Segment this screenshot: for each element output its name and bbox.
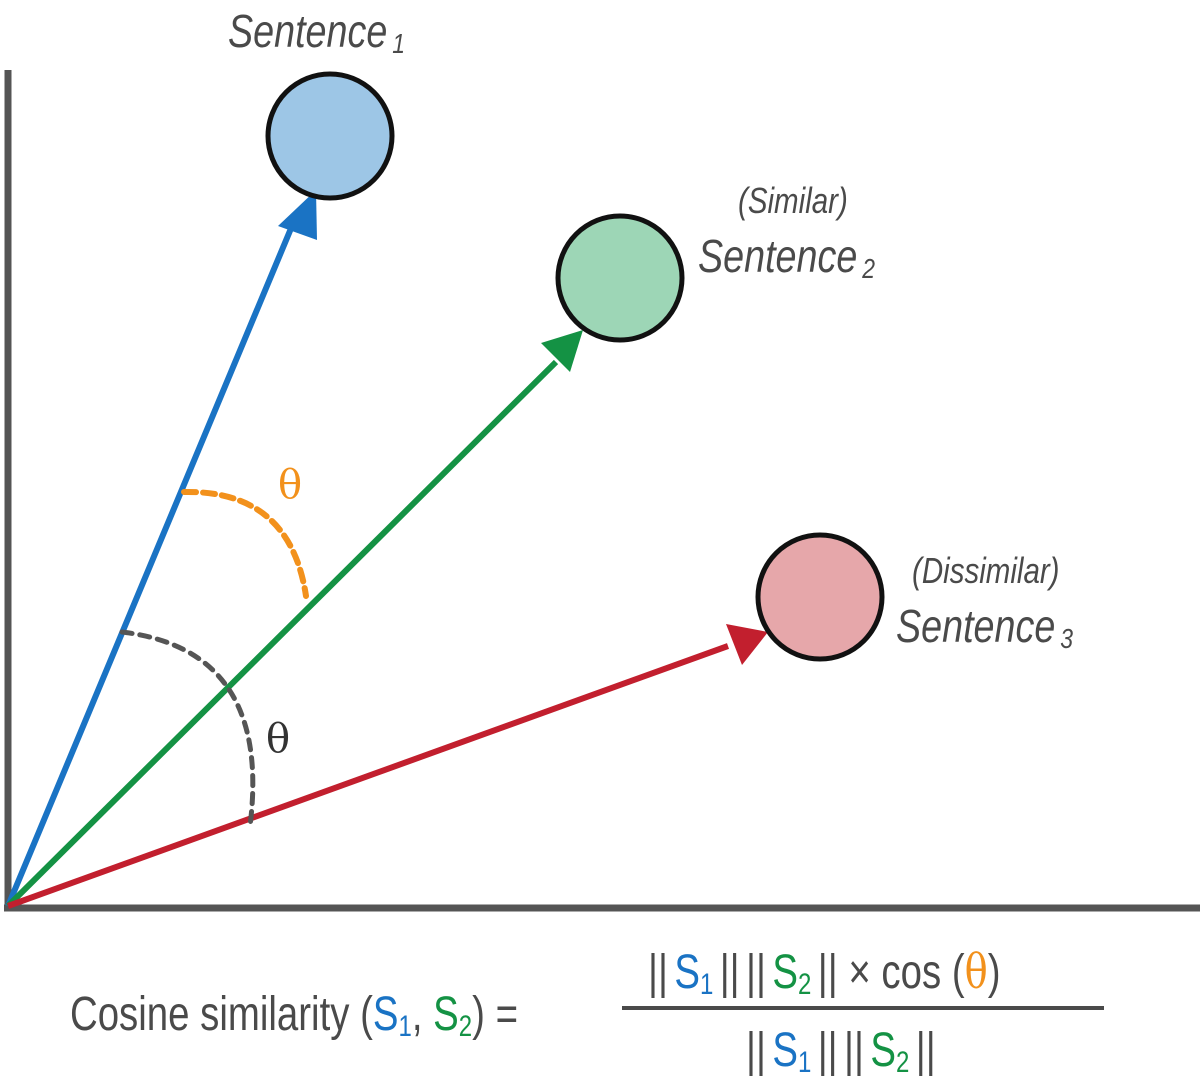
arrowhead-sentence-3 bbox=[726, 624, 768, 665]
formula-numerator: || S1 || || S2 || × cos (θ) bbox=[648, 945, 1001, 1001]
theta-dissimilar: θ bbox=[266, 716, 290, 762]
angle-arc-dissimilar bbox=[119, 629, 256, 829]
sentence-3-tag: (Dissimilar) bbox=[912, 550, 1060, 590]
sentence-1-node bbox=[265, 71, 395, 201]
theta-similar: θ bbox=[278, 462, 302, 508]
sentence-2-label: Sentence 2 bbox=[698, 230, 875, 284]
angle-arc-similar bbox=[181, 488, 309, 599]
sentence-2-node bbox=[555, 213, 685, 343]
sentence-3-node bbox=[755, 532, 885, 662]
vector-sentence-1 bbox=[5, 224, 295, 908]
sentence-2-tag: (Similar) bbox=[738, 180, 848, 220]
sentence-1-label: Sentence 1 bbox=[228, 5, 405, 59]
formula-lhs: Cosine similarity (S1, S2) = bbox=[70, 988, 518, 1043]
formula-denominator: || S1 || || S2 || bbox=[746, 1024, 936, 1079]
arrowhead-sentence-2 bbox=[541, 330, 583, 372]
sentence-3-label: Sentence 3 bbox=[896, 600, 1074, 654]
vector-sentence-3 bbox=[6, 643, 730, 909]
vector-sentence-2 bbox=[5, 359, 559, 909]
cosine-similarity-formula: Cosine similarity (S1, S2) = || S1 || || S2 |… bbox=[70, 945, 1104, 1079]
arrowhead-sentence-1 bbox=[278, 190, 317, 240]
